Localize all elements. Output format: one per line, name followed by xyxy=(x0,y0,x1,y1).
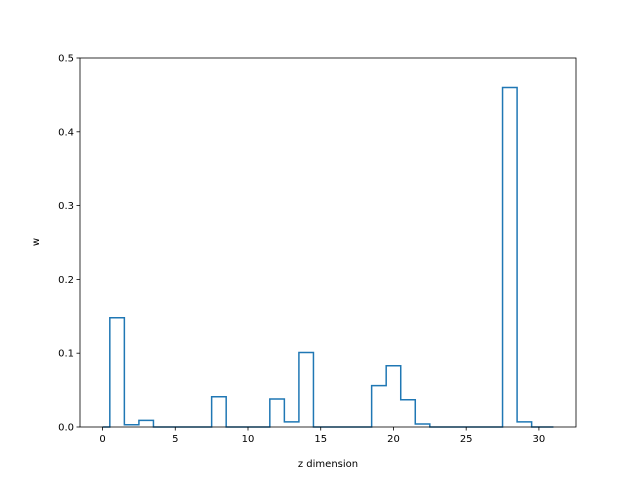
x-tick-label: 15 xyxy=(314,434,327,445)
y-tick-label: 0.1 xyxy=(58,349,74,360)
y-tick-label: 0.5 xyxy=(58,54,74,65)
x-tick-label: 30 xyxy=(533,434,546,445)
x-tick-label: 25 xyxy=(460,434,473,445)
y-tick-label: 0.2 xyxy=(58,275,74,286)
axes-frame xyxy=(79,57,577,428)
x-tick-label: 0 xyxy=(99,434,105,445)
x-tick-label: 5 xyxy=(172,434,178,445)
y-tick-label: 0.3 xyxy=(58,201,74,212)
y-tick-label: 0.4 xyxy=(58,127,74,138)
y-axis-label: w xyxy=(31,238,42,246)
x-tick-label: 10 xyxy=(242,434,255,445)
x-tick-label: 20 xyxy=(387,434,400,445)
plot-area: 0 5 10 15 20 25 30 0.0 0.1 0.2 0.3 0.4 0.5 xyxy=(58,54,577,445)
x-axis-label: z dimension xyxy=(298,459,358,470)
y-tick-label: 0.0 xyxy=(58,423,74,434)
